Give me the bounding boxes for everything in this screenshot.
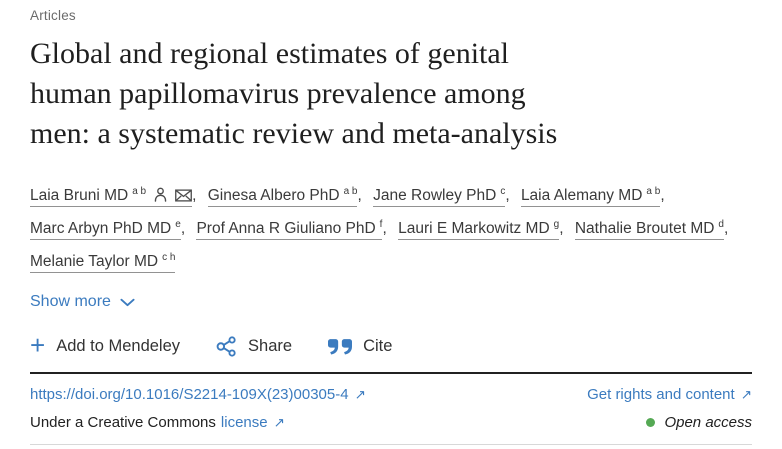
author-name: Laia Alemany MD xyxy=(520,187,643,205)
author-superscript: a b xyxy=(343,186,358,197)
author-superscript: d xyxy=(718,219,724,231)
author-name: Prof Anna R Giuliano PhD xyxy=(196,220,376,238)
share-icon xyxy=(216,336,236,358)
author-name: Lauri E Markowitz MD xyxy=(398,220,550,238)
author-link[interactable]: Jane Rowley PhD c, xyxy=(373,186,517,208)
bottom-divider xyxy=(30,444,752,446)
author-link[interactable]: Laia Bruni MD a b, xyxy=(30,186,203,208)
author-separator: , xyxy=(723,220,729,238)
author-link[interactable]: Nathalie Broutet MD d, xyxy=(574,219,735,241)
author-link[interactable]: Prof Anna R Giuliano PhD f, xyxy=(196,219,393,241)
author-name: Melanie Taylor MD xyxy=(30,253,159,271)
author-link[interactable]: Marc Arbyn PhD MD e, xyxy=(30,219,192,241)
get-rights-link[interactable]: Get rights and content ↗ xyxy=(587,386,752,403)
external-link-icon: ↗ xyxy=(740,387,752,403)
author-name: Ginesa Albero PhD xyxy=(207,187,340,205)
doi-link-text: https://doi.org/10.1016/S2214-109X(23)00… xyxy=(30,386,349,404)
external-link-icon: ↗ xyxy=(273,415,285,431)
author-superscript: g xyxy=(553,219,560,231)
author-profile-icon[interactable] xyxy=(153,187,168,202)
show-more-label: Show more xyxy=(30,293,111,311)
author-superscript: e xyxy=(175,219,181,231)
plus-icon: + xyxy=(30,330,46,361)
add-to-mendeley-label: Add to Mendeley xyxy=(56,337,181,356)
get-rights-text: Get rights and content xyxy=(587,386,735,404)
cc-prefix: Under a Creative Commons xyxy=(30,414,216,432)
author-link[interactable]: Ginesa Albero PhD a b, xyxy=(207,186,369,208)
share-button[interactable]: Share xyxy=(216,336,293,358)
cite-quote-icon xyxy=(328,339,353,355)
author-name: Nathalie Broutet MD xyxy=(574,220,715,238)
add-to-mendeley-button[interactable]: + Add to Mendeley xyxy=(30,330,181,361)
divider xyxy=(30,372,752,375)
license-row: Under a Creative Commons license ↗ Open ac… xyxy=(30,414,752,431)
title-line-3: men: a systematic review and meta-analys… xyxy=(30,117,558,150)
author-link[interactable]: Melanie Taylor MD c h xyxy=(30,252,176,274)
author-separator: , xyxy=(505,187,510,205)
title-line-2: human papillomavirus prevalence among xyxy=(30,77,526,110)
author-separator: , xyxy=(382,220,387,238)
cite-button[interactable]: Cite xyxy=(328,337,392,356)
author-separator: , xyxy=(192,187,197,205)
share-label: Share xyxy=(248,337,293,356)
open-access-label: Open access xyxy=(664,414,752,432)
author-link[interactable]: Lauri E Markowitz MD g, xyxy=(398,219,570,241)
author-superscript: f xyxy=(379,219,383,231)
author-name: Marc Arbyn PhD MD xyxy=(30,220,172,238)
article-title: Global and regional estimates of genital… xyxy=(30,34,752,154)
author-link[interactable]: Laia Alemany MD a b, xyxy=(520,186,672,208)
author-separator: , xyxy=(357,187,362,205)
author-separator: , xyxy=(660,187,665,205)
author-separator: , xyxy=(180,220,186,238)
author-name: Laia Bruni MD xyxy=(30,187,129,205)
author-superscript: a b xyxy=(646,186,661,197)
doi-row: https://doi.org/10.1016/S2214-109X(23)00… xyxy=(30,386,752,403)
author-superscript: c h xyxy=(162,252,176,264)
chevron-down-icon xyxy=(120,298,135,307)
license-link[interactable]: license ↗ xyxy=(221,414,285,431)
doi-link[interactable]: https://doi.org/10.1016/S2214-109X(23)00… xyxy=(30,386,366,403)
author-superscript: c xyxy=(500,186,506,197)
author-name: Jane Rowley PhD xyxy=(373,187,497,205)
license-link-text: license xyxy=(220,414,268,432)
author-list: Laia Bruni MD a b, Ginesa Albero PhD a b, … xyxy=(30,177,752,276)
author-separator: , xyxy=(559,220,564,238)
title-line-1: Global and regional estimates of genital xyxy=(30,37,510,70)
external-link-icon: ↗ xyxy=(354,387,366,403)
breadcrumb-articles: Articles xyxy=(30,8,76,23)
cite-label: Cite xyxy=(363,337,393,356)
open-access-dot xyxy=(646,418,656,428)
show-more-button[interactable]: Show more xyxy=(30,293,135,311)
open-access-badge: Open access xyxy=(646,414,752,431)
toolbar: + Add to Mendeley Share Cite xyxy=(30,330,752,361)
author-superscript: a b xyxy=(132,186,147,197)
email-icon[interactable] xyxy=(175,189,193,202)
creative-commons-text: Under a Creative Commons license ↗ xyxy=(30,414,285,431)
